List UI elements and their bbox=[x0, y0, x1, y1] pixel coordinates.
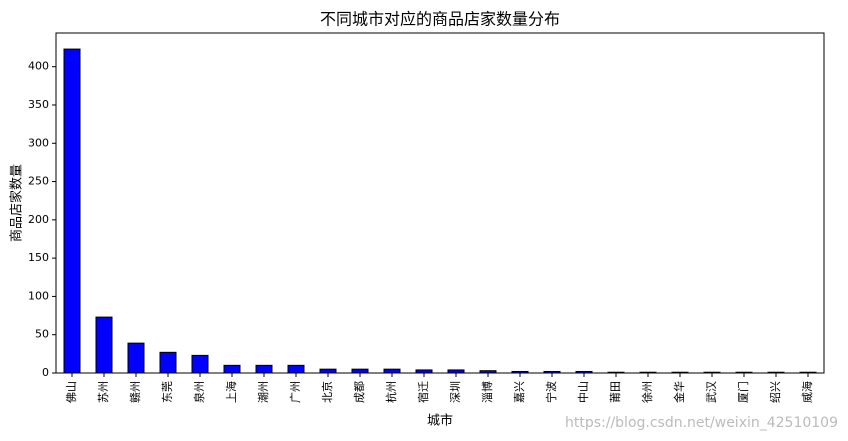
y-tick-label: 50 bbox=[35, 328, 49, 341]
bar bbox=[95, 316, 113, 374]
y-tick-label: 250 bbox=[28, 175, 49, 188]
y-tick-label: 350 bbox=[28, 98, 49, 111]
bar bbox=[319, 368, 337, 374]
chart-title: 不同城市对应的商品店家数量分布 bbox=[320, 10, 560, 29]
x-tick-label: 成都 bbox=[353, 381, 366, 403]
bar bbox=[607, 371, 625, 374]
bar bbox=[223, 364, 241, 374]
y-tick-label: 400 bbox=[28, 60, 49, 73]
bar bbox=[159, 351, 177, 374]
x-tick-label: 厦门 bbox=[736, 381, 750, 403]
x-tick-label: 宁波 bbox=[544, 381, 558, 403]
plot-frame bbox=[55, 32, 825, 374]
x-tick-label: 宿迁 bbox=[416, 381, 430, 403]
x-tick-label: 绍兴 bbox=[768, 381, 782, 403]
bar bbox=[511, 370, 529, 374]
watermark: https://blog.csdn.net/weixin_42510109 bbox=[565, 415, 838, 431]
bar bbox=[671, 371, 689, 374]
bar bbox=[767, 371, 785, 374]
bar bbox=[447, 369, 465, 374]
bar bbox=[799, 371, 817, 374]
bar bbox=[735, 371, 753, 374]
y-tick-label: 200 bbox=[28, 213, 49, 226]
x-tick-label: 佛山 bbox=[65, 381, 78, 403]
bar bbox=[415, 369, 433, 374]
bar bbox=[543, 370, 561, 374]
x-tick-label: 金华 bbox=[672, 381, 686, 403]
y-tick-label: 0 bbox=[42, 366, 49, 379]
x-tick-label: 北京 bbox=[320, 381, 334, 403]
y-tick-label: 150 bbox=[28, 251, 49, 264]
x-tick-label: 中山 bbox=[577, 381, 590, 403]
x-tick-label: 徐州 bbox=[640, 381, 654, 403]
x-tick-label: 东莞 bbox=[161, 381, 174, 403]
x-tick-label: 莆田 bbox=[609, 381, 622, 403]
bar bbox=[287, 364, 305, 374]
x-axis-label: 城市 bbox=[427, 413, 453, 429]
x-tick-label: 深圳 bbox=[449, 381, 462, 403]
y-tick-label: 300 bbox=[28, 136, 49, 149]
x-tick-label: 苏州 bbox=[97, 381, 110, 403]
bar bbox=[575, 370, 593, 374]
x-tick-label: 嘉兴 bbox=[512, 381, 526, 403]
x-tick-label: 杭州 bbox=[384, 381, 398, 403]
x-tick-label: 淄博 bbox=[481, 381, 494, 403]
bar bbox=[255, 364, 273, 374]
bar bbox=[127, 342, 145, 374]
y-tick-label: 100 bbox=[28, 289, 49, 302]
bar bbox=[479, 370, 497, 374]
bar bbox=[191, 354, 209, 374]
x-tick-label: 威海 bbox=[800, 381, 814, 403]
x-tick-label: 赣州 bbox=[128, 381, 142, 403]
bar bbox=[639, 371, 657, 374]
bar bbox=[351, 368, 369, 374]
bar bbox=[63, 48, 81, 374]
bar bbox=[703, 371, 721, 374]
bar bbox=[383, 368, 401, 374]
x-tick-label: 武汉 bbox=[705, 381, 718, 403]
x-tick-label: 上海 bbox=[224, 381, 238, 403]
y-axis-label: 商品店家数量 bbox=[9, 164, 25, 242]
x-tick-label: 潮州 bbox=[256, 381, 270, 403]
x-tick-label: 广州 bbox=[289, 381, 302, 403]
x-tick-label: 泉州 bbox=[192, 381, 206, 403]
